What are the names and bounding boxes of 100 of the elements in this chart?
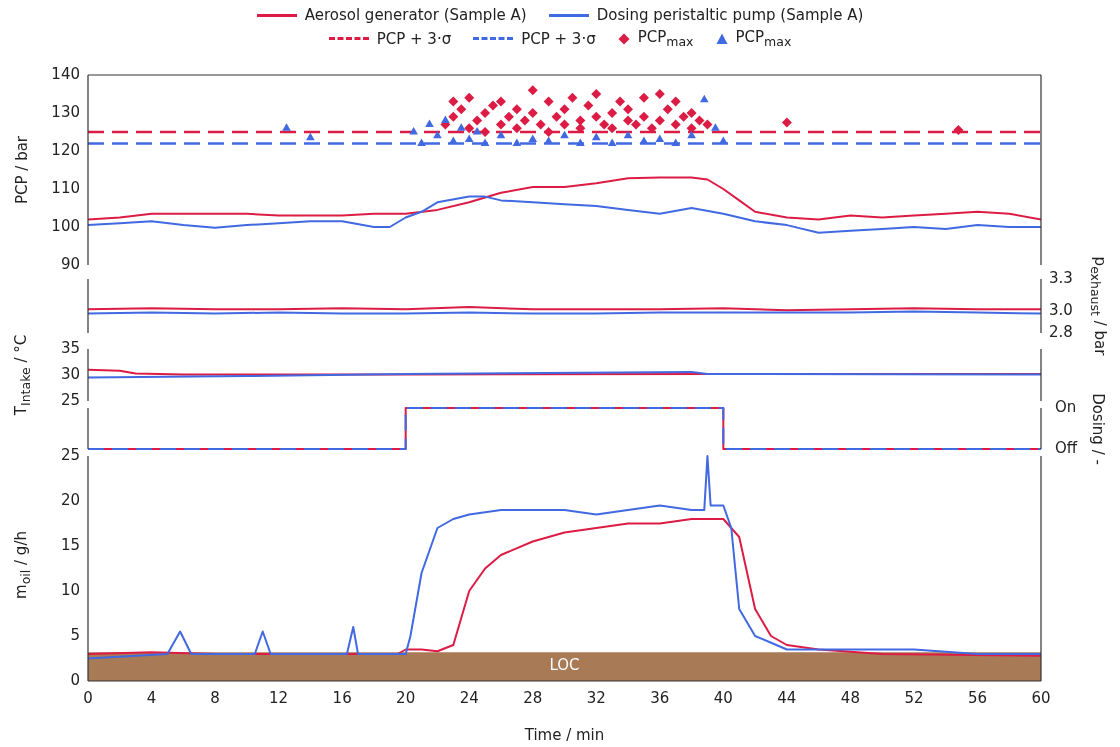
point — [638, 111, 649, 122]
band-label: LOC — [549, 656, 580, 675]
y-tick-label: 100 — [51, 216, 80, 235]
point — [670, 96, 681, 107]
x-tick-label: 8 — [210, 688, 220, 707]
x-tick-label: 48 — [840, 688, 860, 707]
point — [591, 89, 602, 99]
point — [528, 134, 538, 143]
point — [559, 119, 570, 130]
point — [719, 136, 728, 144]
x-tick-label: 32 — [586, 688, 606, 707]
text: Off — [1055, 438, 1078, 457]
legend-label: Aerosol generator (Sample A) — [304, 6, 527, 24]
point — [671, 138, 681, 146]
point — [433, 130, 442, 139]
point — [576, 138, 585, 146]
point — [543, 96, 554, 107]
point — [464, 123, 475, 134]
point — [678, 111, 689, 122]
point — [417, 138, 426, 146]
x-tick-label: 28 — [523, 688, 543, 707]
text: On — [1055, 397, 1077, 416]
point — [623, 115, 634, 126]
point — [630, 119, 641, 130]
legend-label: Dosing peristaltic pump (Sample A) — [596, 6, 864, 24]
point — [441, 115, 450, 124]
y-tick-label: 30 — [60, 364, 80, 383]
point — [456, 104, 467, 115]
point — [511, 104, 522, 115]
point — [575, 123, 586, 134]
point — [472, 115, 483, 126]
y-tick-label: 15 — [60, 535, 80, 554]
point — [503, 111, 514, 122]
point — [591, 132, 601, 141]
point — [543, 127, 554, 137]
y-tick-label: 20 — [60, 490, 80, 509]
point — [607, 108, 618, 118]
legend-label: PCP$_{max}$ — [637, 28, 694, 49]
y-axis-title: PCP / bar — [13, 135, 31, 205]
point — [535, 119, 546, 130]
y-tick-label: 120 — [51, 140, 80, 159]
point — [464, 134, 474, 143]
y-tick-label: 140 — [51, 64, 80, 83]
y-tick-label: 35 — [60, 338, 80, 357]
point — [425, 119, 434, 127]
point — [575, 115, 586, 126]
x-tick-label: 56 — [967, 688, 988, 707]
point — [694, 115, 705, 126]
point — [544, 136, 553, 144]
y2-axis-title: Dosing / - — [1089, 392, 1107, 465]
point — [670, 119, 681, 130]
legend-label: PCP + 3·σ — [521, 29, 596, 48]
point — [511, 123, 522, 134]
point — [654, 89, 665, 99]
x-tick-label: 44 — [777, 688, 797, 707]
point — [480, 127, 491, 137]
point — [953, 125, 964, 136]
y2-tick-label: 3.0 — [1049, 301, 1073, 320]
point — [527, 108, 538, 118]
x-tick-label: 60 — [1031, 688, 1051, 707]
point — [306, 132, 315, 141]
y-tick-label: 5 — [70, 625, 80, 644]
point — [472, 127, 482, 135]
point — [527, 85, 538, 96]
point — [488, 100, 499, 111]
x-tick-label: 0 — [83, 688, 93, 707]
y-tick-label: 90 — [60, 254, 80, 273]
x-axis-title: Time / min — [523, 725, 605, 744]
point — [583, 100, 594, 111]
point — [448, 111, 459, 122]
x-tick-label: 36 — [650, 688, 670, 707]
y-tick-label: 10 — [60, 580, 80, 599]
point — [623, 104, 634, 115]
point — [495, 119, 506, 130]
point — [646, 123, 657, 134]
point — [496, 130, 506, 139]
y-tick-label: 0 — [70, 670, 80, 689]
point — [662, 104, 673, 115]
point — [607, 123, 618, 134]
point — [699, 94, 709, 103]
x-tick-label: 4 — [146, 688, 157, 707]
point — [448, 136, 458, 144]
point — [480, 108, 491, 118]
point — [495, 96, 506, 107]
point — [655, 134, 665, 143]
point — [464, 92, 475, 103]
y2-tick-label: 2.8 — [1049, 322, 1073, 341]
y2-tick-label: 3.3 — [1049, 268, 1073, 287]
x-tick-label: 20 — [396, 688, 416, 707]
x-tick-label: 52 — [904, 688, 924, 707]
point — [615, 96, 626, 107]
point — [607, 138, 617, 146]
x-tick-label: 24 — [459, 688, 479, 707]
y-tick-label: 25 — [60, 445, 80, 464]
point — [551, 111, 562, 122]
point — [519, 115, 530, 126]
x-tick-label: 12 — [269, 688, 289, 707]
point — [567, 92, 578, 103]
point — [448, 96, 459, 107]
point — [480, 138, 490, 146]
